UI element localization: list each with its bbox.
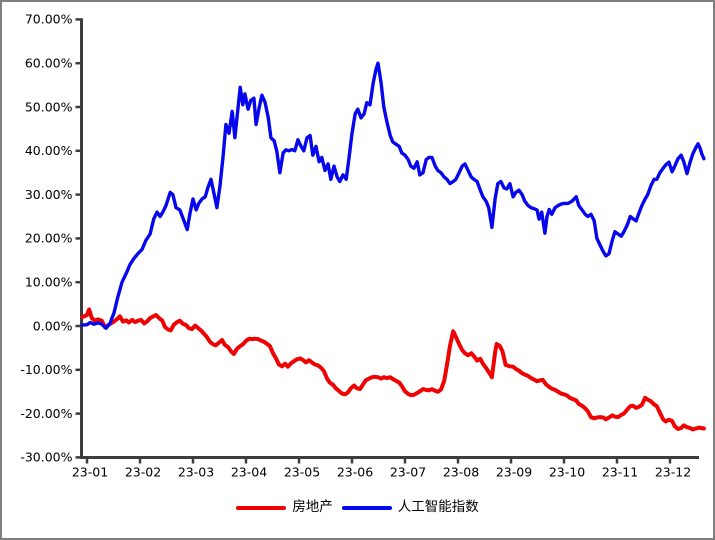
x-axis-tick-label: 23-02 — [125, 465, 161, 480]
x-axis-tick-label: 23-07 — [390, 465, 426, 480]
y-axis-tick-label: -10.00% — [20, 362, 72, 377]
x-axis-tick-label: 23-05 — [284, 465, 320, 480]
legend-label-real-estate: 房地产 — [292, 499, 333, 516]
x-axis-tick-label: 23-09 — [496, 465, 532, 480]
y-axis-tick-label: -20.00% — [20, 406, 72, 421]
legend-line-swatch-red — [236, 506, 287, 510]
y-axis-tick-label: 0.00% — [33, 318, 73, 333]
y-axis-tick-label: 60.00% — [25, 56, 73, 71]
y-axis-tick-label: 10.00% — [25, 275, 73, 290]
series-line-ai-index — [80, 61, 706, 330]
x-axis-tick-label: 23-03 — [178, 465, 214, 480]
y-axis-tick-label: 40.00% — [25, 143, 73, 158]
x-axis-tick-label: 23-08 — [443, 465, 479, 480]
series-line-real-estate — [80, 307, 706, 432]
x-axis-tick-label: 23-01 — [72, 465, 108, 480]
x-axis-tick-label: 23-04 — [231, 465, 267, 480]
y-axis-tick-label: 50.00% — [25, 99, 73, 114]
x-axis-tick-label: 23-11 — [602, 465, 638, 480]
y-axis-tick-label: 20.00% — [25, 231, 73, 246]
y-axis-tick-label: -30.00% — [20, 450, 72, 465]
legend-label-ai-index: 人工智能指数 — [397, 499, 479, 516]
y-axis-tick-label: 70.00% — [25, 12, 73, 27]
x-axis-tick-label: 23-06 — [337, 465, 373, 480]
legend-item-real-estate: 房地产 — [236, 501, 333, 515]
legend-item-ai-index: 人工智能指数 — [341, 499, 479, 516]
y-axis-tick-label: 30.00% — [25, 187, 73, 202]
x-axis-tick-label: 23-10 — [549, 465, 585, 480]
chart-legend: 房地产 人工智能指数 — [2, 497, 713, 519]
legend-line-swatch-blue — [341, 506, 392, 510]
x-axis-tick-label: 23-12 — [655, 465, 691, 480]
axes — [80, 18, 699, 459]
